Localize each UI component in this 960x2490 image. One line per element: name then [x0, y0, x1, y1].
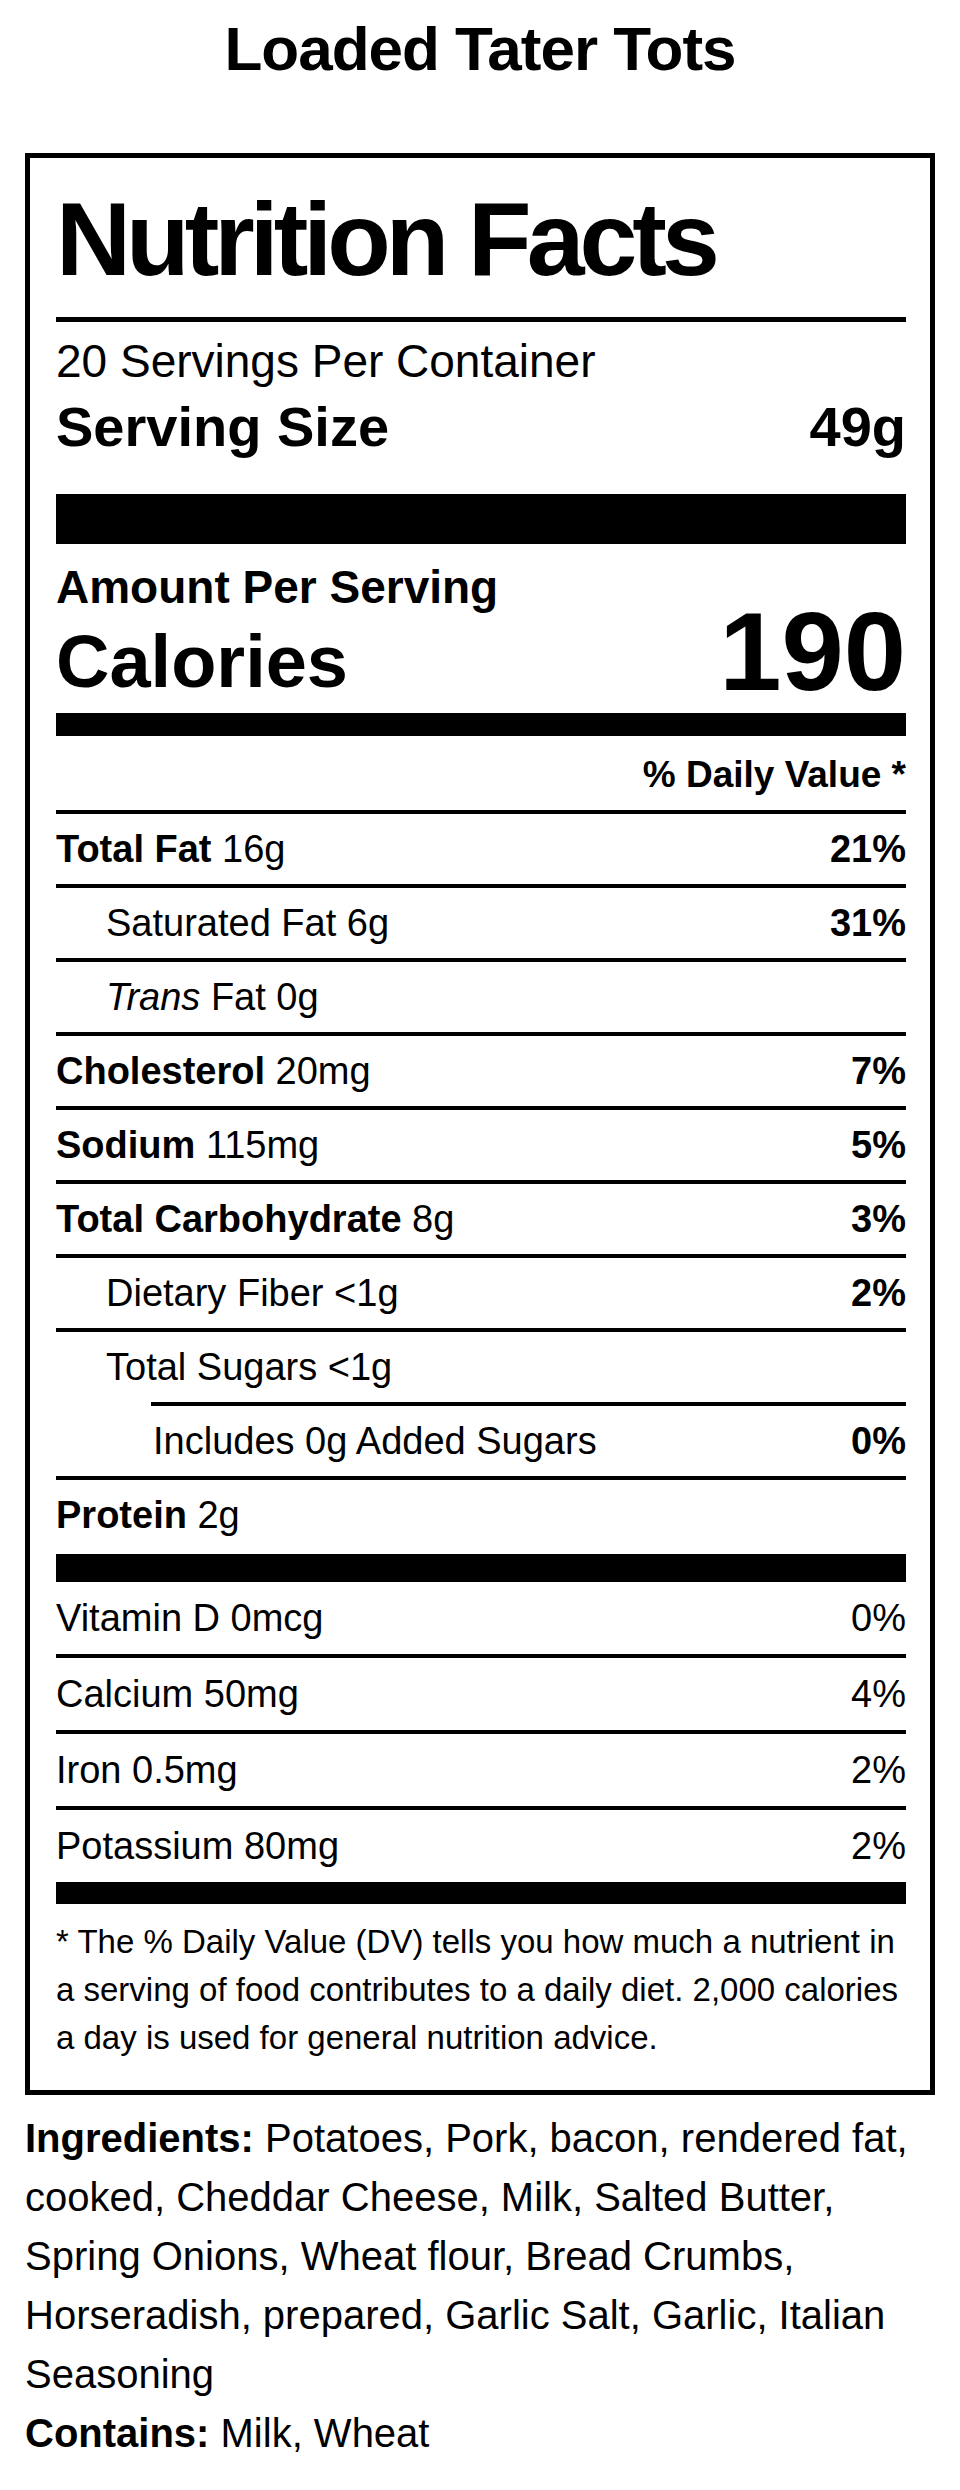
nutrient-daily-value: 5%: [851, 1126, 906, 1164]
daily-value-footnote: * The % Daily Value (DV) tells you how m…: [56, 1904, 906, 2068]
calories-value: 190: [719, 604, 906, 699]
nutrient-row: Calcium 50mg 4%: [56, 1658, 906, 1730]
nutrient-daily-value: 2%: [851, 1274, 906, 1312]
nutrition-label-page: Loaded Tater Tots Nutrition Facts 20 Ser…: [0, 0, 960, 2490]
nutrient-row: Potassium 80mg 2%: [56, 1810, 906, 1882]
nutrient-name: Total Fat 16g: [56, 830, 285, 868]
nutrient-name: Vitamin D 0mcg: [56, 1599, 324, 1637]
nutrient-name: Saturated Fat 6g: [56, 904, 389, 942]
nutrient-rows: Total Fat 16g 21% Saturated Fat 6g 31% Trans…: [56, 810, 906, 1550]
nutrient-name: Iron 0.5mg: [56, 1751, 238, 1789]
nutrient-row: Total Sugars <1g: [56, 1332, 906, 1402]
nutrient-name: Total Carbohydrate 8g: [56, 1200, 454, 1238]
nutrient-row: Includes 0g Added Sugars 0%: [56, 1406, 906, 1476]
nutrient-row: Protein 2g: [56, 1480, 906, 1550]
nutrient-name: Protein 2g: [56, 1496, 240, 1534]
nutrient-row: Sodium 115mg 5%: [56, 1110, 906, 1180]
nutrient-row: Total Carbohydrate 8g 3%: [56, 1184, 906, 1254]
contains-label: Contains:: [25, 2411, 209, 2455]
nutrient-row: Saturated Fat 6g 31%: [56, 888, 906, 958]
nutrient-row: Total Fat 16g 21%: [56, 814, 906, 884]
ingredients-label: Ingredients:: [25, 2116, 254, 2160]
nutrient-daily-value: 4%: [851, 1675, 906, 1713]
contains-line: Contains: Milk, Wheat: [25, 2404, 935, 2463]
thick-separator-bar: [56, 494, 906, 544]
nutrient-name: Cholesterol 20mg: [56, 1052, 371, 1090]
page-title: Loaded Tater Tots: [0, 0, 960, 81]
nutrient-daily-value: 7%: [851, 1052, 906, 1090]
nutrient-name: Calcium 50mg: [56, 1675, 299, 1713]
vitamin-rows: Vitamin D 0mcg 0% Calcium 50mg 4% Iron 0.5mg…: [56, 1582, 906, 1882]
nutrient-daily-value: 2%: [851, 1827, 906, 1865]
serving-size-label: Serving Size: [56, 393, 389, 460]
nutrient-daily-value: 3%: [851, 1200, 906, 1238]
nutrient-name: Trans Fat 0g: [56, 978, 319, 1016]
nutrient-name: Potassium 80mg: [56, 1827, 339, 1865]
ingredients-section: Ingredients: Potatoes, Pork, bacon, rend…: [25, 2109, 935, 2463]
nutrient-row: Trans Fat 0g: [56, 962, 906, 1032]
nutrition-facts-heading: Nutrition Facts: [56, 158, 906, 317]
servings-per-container: 20 Servings Per Container: [56, 322, 906, 389]
nutrition-facts-panel: Nutrition Facts 20 Servings Per Containe…: [25, 153, 935, 2095]
daily-value-header: % Daily Value *: [56, 736, 906, 810]
nutrient-daily-value: 0%: [851, 1599, 906, 1637]
nutrient-daily-value: 2%: [851, 1751, 906, 1789]
thick-separator-bar: [56, 1554, 906, 1582]
nutrient-name: Dietary Fiber <1g: [56, 1274, 399, 1312]
nutrient-name: Includes 0g Added Sugars: [56, 1422, 597, 1460]
nutrient-name: Total Sugars <1g: [56, 1348, 392, 1386]
calories-row: Calories 190: [56, 604, 906, 713]
nutrient-daily-value: 31%: [830, 904, 906, 942]
nutrient-row: Vitamin D 0mcg 0%: [56, 1582, 906, 1654]
calories-label: Calories: [56, 625, 348, 699]
serving-size-value: 49g: [810, 393, 907, 460]
nutrient-name: Sodium 115mg: [56, 1126, 319, 1164]
nutrient-row: Cholesterol 20mg 7%: [56, 1036, 906, 1106]
thick-separator-bar: [56, 1882, 906, 1904]
thick-separator-bar: [56, 713, 906, 736]
serving-size-row: Serving Size 49g: [56, 389, 906, 494]
ingredients-line: Ingredients: Potatoes, Pork, bacon, rend…: [25, 2109, 935, 2404]
nutrient-daily-value: 21%: [830, 830, 906, 868]
contains-text: Milk, Wheat: [209, 2411, 429, 2455]
nutrient-row: Dietary Fiber <1g 2%: [56, 1258, 906, 1328]
nutrient-row: Iron 0.5mg 2%: [56, 1734, 906, 1806]
nutrient-daily-value: 0%: [851, 1422, 906, 1460]
